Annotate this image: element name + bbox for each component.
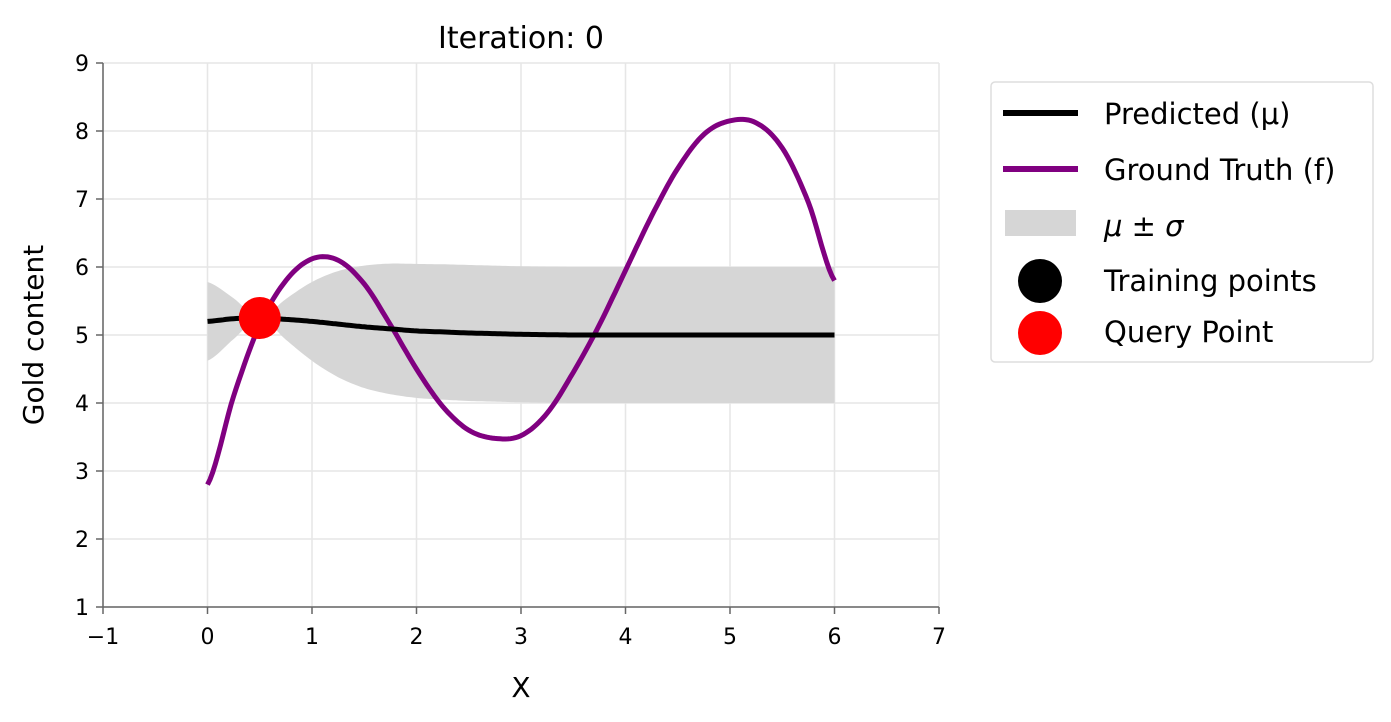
y-tick-label: 2: [75, 528, 89, 553]
legend: Predicted (μ) Ground Truth (f) μ ± σ Tra…: [990, 81, 1374, 363]
y-tick-label: 8: [75, 120, 89, 145]
legend-band-swatch: [1005, 210, 1076, 236]
x-tick-label: 5: [723, 625, 737, 650]
legend-frame: [990, 81, 1374, 363]
ground-truth-line: [205, 116, 837, 486]
x-tick-label: 3: [514, 625, 528, 650]
y-tick-label: 7: [75, 188, 89, 213]
query-point: [238, 297, 281, 339]
y-tick-label: 1: [75, 596, 89, 621]
legend-query-marker: [1018, 311, 1062, 355]
legend-training-label: Training points: [1103, 264, 1317, 298]
y-tick-label: 4: [75, 392, 89, 417]
legend-ground-truth-label: Ground Truth (f): [1104, 153, 1335, 187]
x-tick-label: −1: [87, 625, 119, 650]
x-tick-label: 7: [932, 625, 946, 650]
legend-training-marker: [1018, 259, 1062, 303]
x-tick-label: 4: [619, 625, 633, 650]
y-axis-label: Gold content: [17, 245, 50, 426]
x-axis-label: X: [511, 671, 530, 704]
x-tick-label: 1: [305, 625, 319, 650]
chart-title: Iteration: 0: [438, 21, 604, 56]
legend-band-label: μ ± σ: [1103, 209, 1185, 243]
legend-query-label: Query Point: [1104, 315, 1273, 349]
y-tick-label: 3: [75, 460, 89, 485]
predicted-mean-line: [207, 315, 835, 338]
y-tick-label: 9: [75, 52, 89, 77]
axes: −1 0 1 2 3 4 5 6 7 1 2 3 4 5 6 7 8 9: [75, 52, 946, 650]
y-tick-label: 6: [75, 256, 89, 281]
x-tick-label: 6: [828, 625, 842, 650]
points: [238, 297, 281, 339]
x-tick-label: 0: [201, 625, 215, 650]
legend-predicted-label: Predicted (μ): [1104, 97, 1290, 131]
x-tick-label: 2: [410, 625, 424, 650]
y-tick-label: 5: [75, 324, 89, 349]
